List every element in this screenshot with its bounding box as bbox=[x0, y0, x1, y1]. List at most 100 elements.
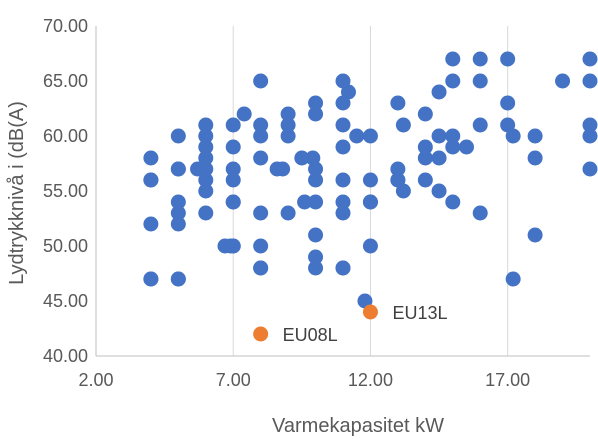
scatter-point bbox=[445, 128, 461, 144]
scatter-point bbox=[431, 84, 447, 100]
point-label: EU08L bbox=[283, 325, 338, 345]
scatter-point bbox=[349, 128, 365, 144]
scatter-point bbox=[170, 194, 186, 210]
y-axis-title: Lydtrykknivå i (dB(A) bbox=[6, 101, 28, 285]
scatter-point bbox=[431, 150, 447, 166]
scatter-point bbox=[500, 51, 516, 67]
scatter-point bbox=[225, 194, 241, 210]
scatter-point bbox=[253, 73, 269, 89]
scatter-point bbox=[275, 161, 291, 177]
scatter-point bbox=[280, 128, 296, 144]
point-labels: EU08L EU13L bbox=[283, 303, 448, 345]
scatter-point bbox=[335, 117, 351, 133]
scatter-point bbox=[225, 139, 241, 155]
scatter-point bbox=[225, 161, 241, 177]
scatter-point bbox=[198, 183, 214, 199]
scatter-point bbox=[582, 51, 598, 67]
axes: 40.00 45.00 50.00 55.00 60.00 65.00 70.00 2.00 7… bbox=[43, 16, 590, 390]
scatter-point bbox=[198, 139, 214, 155]
scatter-point bbox=[472, 205, 488, 221]
scatter-point bbox=[170, 161, 186, 177]
scatter-point bbox=[417, 106, 433, 122]
y-tick-label: 50.00 bbox=[43, 236, 88, 256]
scatter-point bbox=[253, 260, 269, 276]
scatter-point bbox=[253, 238, 269, 254]
scatter-point bbox=[505, 271, 521, 287]
scatter-point bbox=[308, 106, 324, 122]
scatter-point bbox=[582, 161, 598, 177]
scatter-point bbox=[198, 117, 214, 133]
scatter-point bbox=[472, 117, 488, 133]
scatter-point bbox=[308, 95, 324, 111]
scatter-point bbox=[362, 194, 378, 210]
scatter-point bbox=[143, 216, 159, 232]
scatter-point bbox=[170, 128, 186, 144]
scatter-point bbox=[362, 128, 378, 144]
scatter-point bbox=[308, 161, 324, 177]
scatter-point bbox=[431, 128, 447, 144]
scatter-point bbox=[335, 260, 351, 276]
scatter-point bbox=[308, 249, 324, 265]
x-tick-label: 12.00 bbox=[348, 370, 393, 390]
scatter-point bbox=[225, 238, 241, 254]
scatter-point bbox=[390, 95, 406, 111]
scatter-point bbox=[308, 260, 324, 276]
scatter-point bbox=[170, 205, 186, 221]
scatter-point bbox=[143, 172, 159, 188]
scatter-point bbox=[340, 84, 356, 100]
scatter-point bbox=[527, 227, 543, 243]
x-tick-label: 17.00 bbox=[485, 370, 530, 390]
scatter-point bbox=[445, 51, 461, 67]
scatter-point bbox=[472, 51, 488, 67]
scatter-point bbox=[280, 106, 296, 122]
scatter-point bbox=[198, 128, 214, 144]
x-tick-label: 7.00 bbox=[216, 370, 251, 390]
scatter-point bbox=[294, 150, 310, 166]
scatter-point bbox=[198, 172, 214, 188]
scatter-point bbox=[170, 216, 186, 232]
scatter-point bbox=[582, 128, 598, 144]
scatter-point bbox=[225, 117, 241, 133]
scatter-point bbox=[395, 117, 411, 133]
scatter-point bbox=[143, 150, 159, 166]
x-axis-title: Varmekapasitet kW bbox=[272, 415, 444, 437]
scatter-point bbox=[362, 172, 378, 188]
scatter-point bbox=[335, 205, 351, 221]
y-tick-label: 55.00 bbox=[43, 181, 88, 201]
scatter-point bbox=[417, 139, 433, 155]
scatter-point bbox=[308, 227, 324, 243]
scatter-point bbox=[143, 271, 159, 287]
scatter-point bbox=[582, 117, 598, 133]
scatter-point bbox=[431, 183, 447, 199]
scatter-point bbox=[417, 150, 433, 166]
y-tick-label: 60.00 bbox=[43, 126, 88, 146]
scatter-point bbox=[308, 172, 324, 188]
scatter-point bbox=[253, 128, 269, 144]
scatter-point bbox=[170, 271, 186, 287]
scatter-point bbox=[198, 205, 214, 221]
scatter-point bbox=[308, 194, 324, 210]
scatter-point bbox=[198, 150, 214, 166]
scatter-point bbox=[555, 73, 571, 89]
scatter-point bbox=[459, 139, 474, 155]
y-tick-label: 45.00 bbox=[43, 291, 88, 311]
scatter-point bbox=[253, 205, 269, 221]
highlight-point bbox=[362, 304, 378, 320]
data-points bbox=[143, 51, 598, 342]
scatter-point bbox=[335, 139, 351, 155]
scatter-point bbox=[253, 117, 269, 133]
scatter-point bbox=[445, 139, 461, 155]
y-tick-label: 40.00 bbox=[43, 346, 88, 366]
scatter-point bbox=[335, 172, 351, 188]
scatter-point bbox=[236, 106, 252, 122]
scatter-point bbox=[582, 73, 598, 89]
scatter-point bbox=[297, 194, 313, 210]
scatter-point bbox=[390, 161, 406, 177]
scatter-point bbox=[395, 183, 411, 199]
scatter-point bbox=[335, 194, 351, 210]
scatter-point bbox=[500, 95, 516, 111]
scatter-point bbox=[417, 172, 433, 188]
scatter-point bbox=[280, 205, 296, 221]
scatter-point bbox=[445, 73, 461, 89]
